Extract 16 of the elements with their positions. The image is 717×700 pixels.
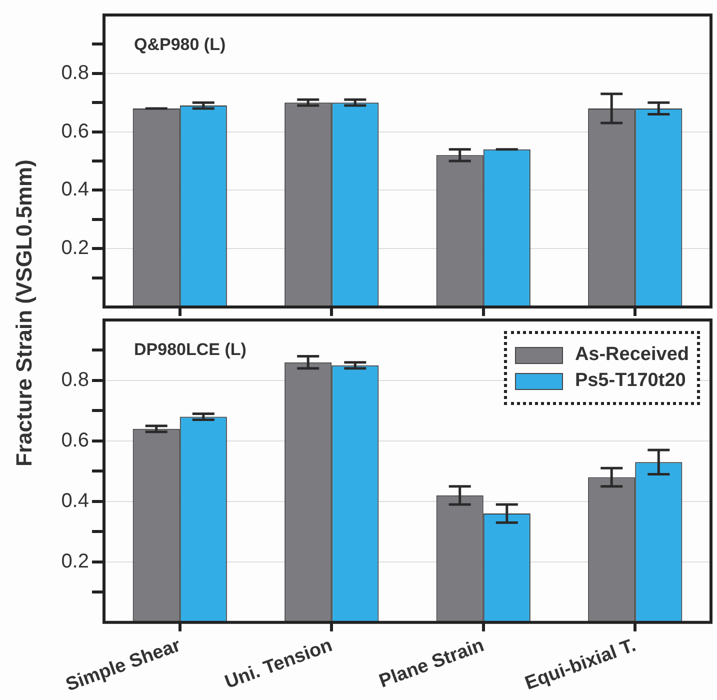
legend-label: As-Received <box>574 344 689 366</box>
y-tick-label: 0.2 <box>61 550 89 572</box>
y-tick-label: 0.2 <box>61 237 89 260</box>
y-tick-label: 0.6 <box>61 429 89 452</box>
x-tick-label: Uni. Tension <box>222 635 336 694</box>
y-tick-label: 0.4 <box>61 490 89 512</box>
text: DP980LCE (L) <box>134 340 246 360</box>
y-tick-label: 0.6 <box>61 120 89 142</box>
y-tick-label: 0.8 <box>61 368 89 391</box>
legend-label: Ps5-T170t20 <box>574 370 686 392</box>
text: Q&P980 (L) <box>134 35 226 54</box>
y-tick-label: 0.4 <box>61 178 89 201</box>
y-axis-title: Fracture Strain (VSGL0.5mm) <box>10 160 37 466</box>
x-tick-label: Simple Shear <box>63 634 184 696</box>
x-tick-label: Plane Strain <box>376 635 487 692</box>
y-tick-label: 0.8 <box>61 62 89 84</box>
